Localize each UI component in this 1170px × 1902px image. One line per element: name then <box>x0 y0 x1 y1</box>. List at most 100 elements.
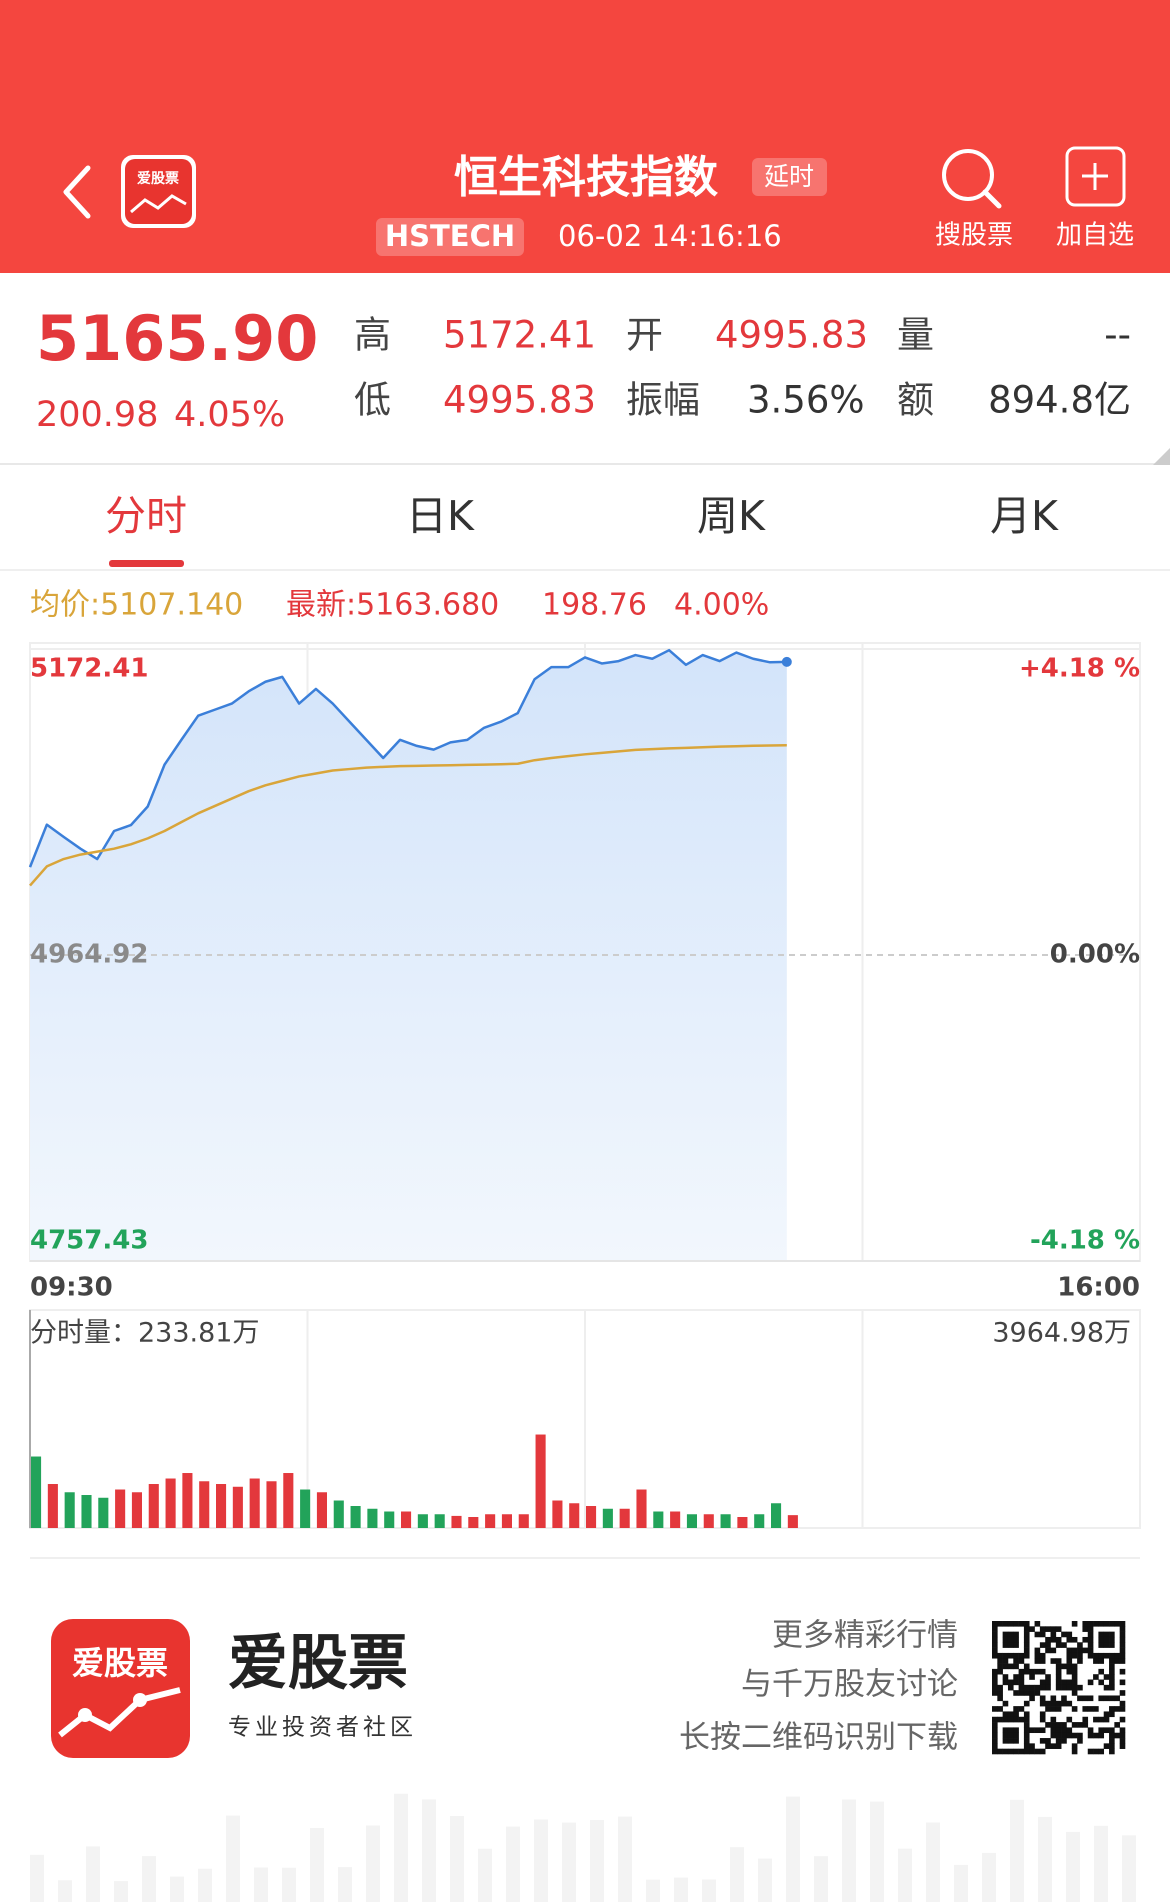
qr-module <box>1023 1738 1030 1744</box>
deco-bar <box>86 1846 100 1902</box>
tab-border <box>0 569 1170 571</box>
deco-bar <box>30 1854 44 1902</box>
deco-bar <box>282 1867 296 1902</box>
qr-module <box>997 1668 1003 1675</box>
qr-module <box>1087 1679 1094 1686</box>
qr-module <box>1087 1695 1094 1702</box>
volume-bar <box>300 1489 311 1528</box>
qr-module <box>1007 1663 1014 1670</box>
qr-module <box>1055 1743 1062 1749</box>
qr-module <box>1034 1621 1041 1627</box>
tab[interactable]: 分时 <box>105 492 187 540</box>
qr-module <box>1029 1695 1035 1702</box>
qr-module <box>1007 1711 1014 1718</box>
latest-dot <box>781 656 792 667</box>
qr-module <box>992 1748 998 1755</box>
qr-module <box>1039 1700 1046 1707</box>
back-button[interactable] <box>63 165 91 219</box>
qr-module <box>1109 1743 1115 1749</box>
tab[interactable]: 月K <box>990 492 1059 540</box>
qr-module <box>1114 1732 1120 1739</box>
volume-bar <box>350 1506 361 1528</box>
qr-module <box>1002 1621 1009 1627</box>
tabs: 分时 日K 周K 月K <box>105 492 1059 540</box>
qr-module <box>1061 1663 1067 1670</box>
logo-text: 爱股票 <box>137 171 179 187</box>
qr-module <box>1093 1732 1099 1739</box>
qr-module <box>1023 1722 1030 1728</box>
y-tick-label: 5172.41 <box>30 654 148 684</box>
qr-module <box>1002 1652 1009 1659</box>
qr-module <box>1050 1722 1057 1728</box>
qr-module <box>1119 1690 1126 1696</box>
qr-module <box>1087 1626 1094 1632</box>
charts: 5172.41 4964.92 4757.43 +4.18 % 0.00% -4.18 %… <box>28 642 1141 1529</box>
qr-module <box>1039 1652 1046 1659</box>
qr-module <box>992 1738 998 1744</box>
qr-module <box>1013 1748 1019 1755</box>
qr-module <box>1077 1647 1083 1654</box>
deco-bar <box>1010 1799 1024 1902</box>
quote-time: 06-02 14:16:16 <box>558 219 782 253</box>
qr-module <box>1098 1631 1105 1638</box>
add-label[interactable]: 加自选 <box>1056 221 1134 251</box>
volume-bar <box>619 1508 630 1528</box>
qr-module <box>1007 1642 1014 1648</box>
qr-module <box>1093 1674 1099 1680</box>
qr-module <box>1061 1684 1067 1691</box>
deco-bar <box>814 1856 828 1902</box>
qr-module <box>1119 1658 1126 1664</box>
add-icon[interactable] <box>1065 146 1126 207</box>
qr-module <box>1023 1716 1030 1723</box>
qr-module <box>1066 1647 1073 1654</box>
volume-bar <box>81 1495 92 1528</box>
volume-bar <box>283 1473 294 1528</box>
qr-module <box>1023 1711 1030 1718</box>
qr-module <box>1007 1636 1014 1643</box>
qr-module <box>1029 1674 1035 1680</box>
stat-label: 振幅 <box>626 379 700 422</box>
tab[interactable]: 周K <box>697 492 766 540</box>
deco-bar <box>982 1852 996 1902</box>
qr-module <box>1050 1647 1057 1654</box>
qr-module <box>1087 1706 1094 1712</box>
app-logo: 爱股票 <box>121 155 196 228</box>
volume-bar <box>720 1514 731 1528</box>
qr-module <box>1114 1695 1120 1702</box>
volume-bar <box>266 1481 277 1528</box>
deco-bar <box>618 1816 632 1902</box>
qr-module <box>1082 1695 1089 1702</box>
qr-module <box>1002 1674 1009 1680</box>
series-line <box>29 744 787 887</box>
qr-module <box>1007 1727 1014 1734</box>
volume-bar <box>636 1489 647 1528</box>
qr-module <box>1098 1668 1105 1675</box>
qr-module <box>1066 1668 1073 1675</box>
search-icon[interactable] <box>942 149 1002 209</box>
stat-value: 4995.83 <box>715 314 868 357</box>
qr-module <box>992 1668 998 1675</box>
qr-module <box>997 1652 1003 1659</box>
qr-module <box>1077 1684 1083 1691</box>
qr-module <box>992 1647 998 1654</box>
qr-module <box>1109 1642 1115 1648</box>
volume-bar <box>47 1484 58 1528</box>
qr-module <box>1018 1690 1025 1696</box>
qr-module <box>1082 1706 1089 1712</box>
volume-bar <box>434 1514 445 1528</box>
qr-module <box>1007 1652 1014 1659</box>
qr-module <box>1029 1743 1035 1749</box>
tab[interactable]: 日K <box>406 492 475 540</box>
qr-module <box>997 1684 1003 1691</box>
qr-module <box>1087 1748 1094 1755</box>
qr-module <box>1050 1727 1057 1734</box>
search-label[interactable]: 搜股票 <box>935 221 1013 251</box>
info-text: 最新:5163.680 <box>286 588 499 623</box>
volume-bar <box>771 1503 782 1528</box>
qr-module <box>1098 1716 1105 1723</box>
qr-module <box>1109 1748 1115 1755</box>
qr-module <box>1018 1668 1025 1675</box>
deco-bar <box>730 1847 744 1902</box>
qr-module <box>1002 1636 1009 1643</box>
qr-module <box>1109 1679 1115 1686</box>
